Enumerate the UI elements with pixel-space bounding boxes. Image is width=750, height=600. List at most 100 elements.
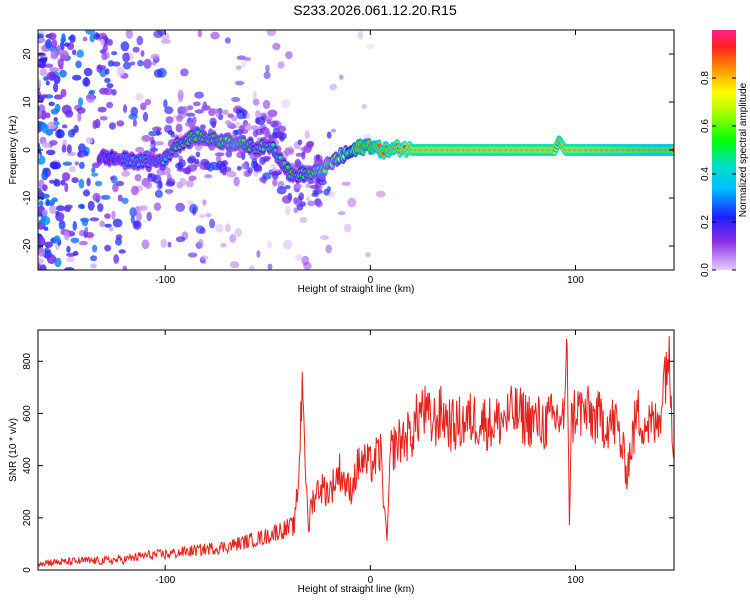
spectrogram-noise-blob	[270, 171, 279, 177]
spectrogram-noise-blob	[229, 234, 237, 243]
spectrogram-noise-blob	[71, 177, 79, 184]
spectrogram-noise-blob	[38, 153, 41, 159]
spectrogram-noise-blob	[272, 42, 281, 51]
spectrogram-noise-blob	[90, 263, 97, 269]
spectrogram-noise-blob	[40, 215, 51, 226]
spectrogram-noise-blob	[167, 241, 172, 248]
spectrogram-noise-blob	[306, 141, 314, 149]
spectrogram-noise-blob	[285, 206, 291, 216]
spectrogram-noise-blob	[78, 203, 85, 209]
spectrogram-noise-blob	[77, 97, 84, 107]
spectrogram-noise-blob	[59, 69, 67, 78]
spectrogram-noise-blob	[132, 119, 137, 127]
spectrogram-noise-blob	[318, 179, 327, 186]
spectrogram-noise-blob	[211, 120, 217, 129]
spectrogram-noise-blob	[69, 34, 76, 43]
spectrogram-noise-blob	[361, 103, 367, 110]
spectrogram-noise-blob	[112, 183, 119, 193]
spectrogram-y-axis-title: Frequency (Hz)	[8, 116, 19, 185]
spectrogram-noise-blob	[122, 265, 128, 270]
spectrogram-noise-blob	[92, 244, 98, 253]
spectrogram-noise-blob	[72, 74, 82, 81]
spectrogram-noise-blob	[62, 172, 71, 182]
spectrogram-noise-blob	[236, 151, 245, 159]
snr-panel: -100 0 100 0 200 400 600 800 Height of straight…	[8, 329, 675, 595]
spectrogram-noise-blob	[53, 82, 59, 93]
spectrogram-ridge-core	[377, 143, 381, 148]
spectrogram-noise-blob	[201, 104, 211, 111]
spectrogram-noise-blob	[59, 50, 69, 60]
spectrogram-y-tick-label: 0	[22, 147, 33, 153]
spectrogram-noise-blob	[176, 115, 183, 122]
spectrogram-noise-blob	[45, 80, 50, 86]
spectrogram-noise-blob	[109, 226, 114, 232]
spectrogram-noise-blob	[234, 228, 243, 237]
spectrogram-noise-blob	[135, 205, 141, 213]
spectrogram-noise-blob	[263, 116, 273, 122]
spectrogram-noise-blob	[263, 71, 271, 80]
spectrogram-noise-blob	[256, 250, 261, 258]
spectrogram-noise-blob	[40, 94, 48, 99]
spectrogram-noise-blob	[129, 61, 136, 66]
spectrogram-noise-blob	[99, 116, 108, 121]
snr-x-tick-label: 100	[567, 575, 584, 586]
spectrogram-noise-blob	[269, 120, 279, 128]
spectrogram-noise-blob	[214, 152, 225, 157]
spectrogram-noise-blob	[64, 204, 73, 210]
spectrogram-noise-blob	[61, 144, 67, 153]
spectrogram-noise-blob	[111, 51, 118, 56]
spectrogram-noise-blob	[84, 232, 95, 238]
spectrogram-noise-blob	[307, 200, 315, 207]
snr-y-tick-label: 400	[22, 457, 33, 474]
spectrogram-noise-blob	[41, 123, 49, 134]
spectrogram-noise-blob	[60, 88, 67, 98]
spectrogram-noise-blob	[62, 161, 73, 166]
spectrogram-noise-blob	[63, 230, 70, 241]
spectrogram-noise-blob	[137, 60, 144, 67]
spectrogram-noise-blob	[265, 131, 271, 139]
spectrogram-noise-blob	[56, 45, 62, 55]
spectrogram-noise-blob	[199, 227, 206, 234]
spectrogram-noise-blob	[38, 37, 46, 43]
spectrogram-noise-blob	[38, 33, 44, 39]
spectrogram-noise-blob	[128, 113, 138, 120]
spectrogram-noise-blob	[38, 79, 42, 89]
spectrogram-noise-blob	[38, 63, 46, 69]
spectrogram-noise-blob	[236, 55, 247, 60]
spectrogram-noise-blob	[78, 240, 88, 246]
spectrogram-noise-blob	[84, 226, 89, 233]
spectrogram-noise-blob	[122, 52, 130, 63]
spectrogram-noise-blob	[49, 179, 55, 184]
spectrogram-noise-blob	[304, 130, 310, 140]
spectrogram-noise-blob	[64, 110, 74, 118]
spectrogram-noise-blob	[69, 165, 76, 173]
spectrogram-noise-blob	[181, 106, 189, 114]
spectrogram-noise-blob	[236, 165, 242, 171]
spectrogram-noise-blob	[77, 112, 82, 122]
spectrogram-noise-blob	[247, 167, 253, 174]
spectrogram-x-axis-title: Height of straight line (km)	[298, 284, 415, 295]
spectrogram-noise-blob	[115, 234, 123, 240]
spectrogram-noise-blob	[341, 181, 351, 186]
spectrogram-noise-blob	[154, 189, 163, 198]
spectrogram-noise-blob	[132, 46, 140, 53]
spectrogram-noise-blob	[85, 137, 94, 144]
spectrogram-noise-blob	[72, 49, 77, 56]
spectrogram-noise-blob	[76, 107, 86, 114]
spectrogram-noise-blob	[252, 91, 257, 101]
spectrogram-noise-blob	[280, 99, 291, 109]
spectrogram-noise-blob	[215, 223, 224, 233]
spectrogram-noise-blob	[148, 130, 159, 137]
spectrogram-noise-blob	[205, 213, 212, 218]
spectrogram-x-tick-label: -100	[155, 275, 175, 286]
spectrogram-noise-blob	[230, 261, 240, 269]
spectrogram-noise-blob	[38, 200, 44, 207]
spectrogram-noise-blob	[38, 121, 43, 125]
spectrogram-noise-blob	[144, 98, 152, 106]
colorbar-tick-label: 0.6	[700, 119, 711, 133]
spectrogram-noise-blob	[175, 202, 185, 212]
spectrogram-noise-blob	[44, 241, 53, 248]
spectrogram-noise-blob	[53, 235, 61, 243]
spectrogram-noise-blob	[121, 170, 130, 177]
